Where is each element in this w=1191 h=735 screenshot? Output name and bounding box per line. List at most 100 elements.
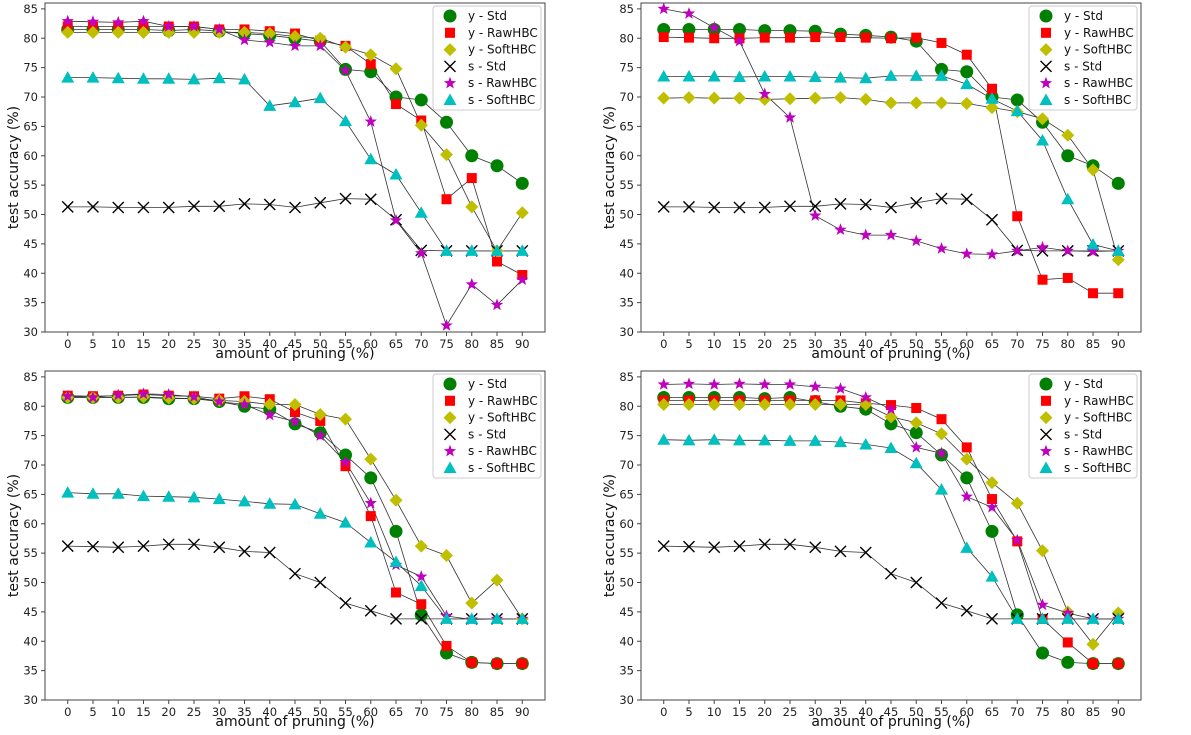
legend-label: s - SoftHBC bbox=[468, 93, 535, 107]
data-point bbox=[238, 545, 251, 558]
x-tick-label: 65 bbox=[985, 337, 1000, 351]
data-point bbox=[263, 397, 277, 411]
x-axis-label: amount of pruning (%) bbox=[811, 714, 970, 730]
legend-marker bbox=[1040, 60, 1052, 73]
data-point bbox=[314, 39, 327, 52]
legend-label: y - RawHBC bbox=[1064, 394, 1134, 408]
data-point bbox=[909, 69, 923, 81]
legend: y - Std y - RawHBC y - SoftHBC s - Std s - R… bbox=[432, 373, 542, 479]
x-tick-label: 20 bbox=[161, 705, 176, 719]
data-point bbox=[833, 91, 847, 105]
data-point bbox=[783, 397, 797, 411]
legend-label: s - SoftHBC bbox=[1064, 93, 1131, 107]
data-point bbox=[339, 114, 353, 127]
data-point bbox=[935, 69, 949, 81]
data-point bbox=[910, 196, 923, 209]
data-point bbox=[909, 96, 923, 110]
data-point bbox=[61, 389, 74, 402]
data-point bbox=[732, 22, 746, 36]
data-point bbox=[162, 538, 175, 551]
data-point bbox=[137, 387, 150, 400]
data-point bbox=[162, 72, 176, 84]
series-markers-4 bbox=[657, 377, 1125, 625]
legend-marker bbox=[1039, 411, 1053, 425]
legend-item: s - SoftHBC bbox=[1039, 461, 1131, 475]
data-point bbox=[288, 497, 302, 510]
data-point bbox=[758, 538, 771, 551]
x-tick-label: 45 bbox=[884, 337, 899, 351]
legend-marker bbox=[1039, 43, 1053, 57]
data-point bbox=[961, 442, 972, 453]
data-point bbox=[441, 640, 452, 651]
data-point bbox=[515, 176, 529, 190]
y-tick-label: 80 bbox=[619, 399, 634, 413]
data-point bbox=[111, 25, 125, 39]
data-point bbox=[441, 194, 452, 205]
series-markers-3 bbox=[61, 192, 529, 257]
data-point bbox=[1088, 288, 1099, 299]
y-axis-label: test accuracy (%) bbox=[6, 474, 22, 597]
data-point bbox=[415, 246, 428, 259]
x-tick-label: 15 bbox=[136, 705, 151, 719]
x-tick-label: 45 bbox=[288, 705, 303, 719]
data-point bbox=[884, 441, 898, 453]
legend-marker bbox=[1039, 93, 1053, 105]
data-point bbox=[682, 200, 695, 213]
data-point bbox=[137, 201, 150, 214]
data-point bbox=[289, 201, 301, 214]
x-tick-label: 25 bbox=[783, 337, 798, 351]
x-tick-label: 80 bbox=[1060, 705, 1075, 719]
data-point bbox=[364, 193, 377, 206]
data-point bbox=[364, 115, 377, 127]
legend-label: s - SoftHBC bbox=[1064, 461, 1131, 475]
data-point bbox=[1036, 544, 1050, 558]
data-point bbox=[834, 382, 847, 394]
data-point bbox=[212, 71, 226, 84]
legend-box bbox=[1028, 373, 1138, 479]
data-point bbox=[162, 490, 176, 502]
data-point bbox=[263, 408, 276, 421]
chart-bottom-right: 30 35 40 45 50 55 60 65 70 75 80 85 0 5 10 15 20 25 30 35 40… bbox=[602, 370, 1142, 730]
data-point bbox=[187, 490, 201, 503]
legend-marker bbox=[445, 27, 455, 38]
data-point bbox=[86, 25, 100, 39]
data-point bbox=[339, 40, 353, 54]
y-tick-label: 80 bbox=[619, 31, 634, 45]
y-tick-label: 80 bbox=[23, 399, 38, 413]
data-point bbox=[465, 277, 478, 290]
legend: y - Std y - RawHBC y - SoftHBC s - Std s - R… bbox=[1028, 373, 1138, 479]
data-point bbox=[784, 32, 795, 43]
series-markers-5 bbox=[657, 69, 1125, 256]
data-point bbox=[263, 27, 277, 41]
data-point bbox=[809, 541, 822, 554]
data-point bbox=[389, 555, 403, 567]
data-point bbox=[364, 48, 378, 62]
y-tick-label: 85 bbox=[619, 2, 634, 16]
data-point bbox=[1036, 646, 1050, 660]
data-point bbox=[111, 71, 125, 84]
data-point bbox=[682, 377, 696, 390]
legend-box bbox=[1028, 5, 1138, 111]
data-point bbox=[112, 15, 125, 28]
x-tick-label: 60 bbox=[363, 705, 378, 719]
data-point bbox=[1010, 104, 1024, 117]
data-point bbox=[339, 455, 352, 468]
x-tick-label: 45 bbox=[288, 337, 303, 351]
data-point bbox=[364, 452, 378, 466]
data-point bbox=[339, 597, 352, 610]
data-point bbox=[440, 244, 454, 256]
y-tick-label: 35 bbox=[23, 664, 38, 678]
data-point bbox=[213, 541, 226, 554]
data-point bbox=[187, 200, 200, 213]
data-point bbox=[288, 95, 302, 108]
data-point bbox=[758, 92, 772, 106]
x-tick-label: 60 bbox=[959, 337, 974, 351]
data-point bbox=[1036, 133, 1050, 146]
data-point bbox=[960, 452, 974, 466]
y-tick-label: 80 bbox=[23, 31, 38, 45]
y-tick-label: 45 bbox=[23, 237, 38, 251]
y-tick-label: 50 bbox=[23, 576, 38, 590]
data-point bbox=[1061, 128, 1075, 142]
y-tick-label: 35 bbox=[23, 296, 38, 310]
y-tick-label: 45 bbox=[619, 237, 634, 251]
